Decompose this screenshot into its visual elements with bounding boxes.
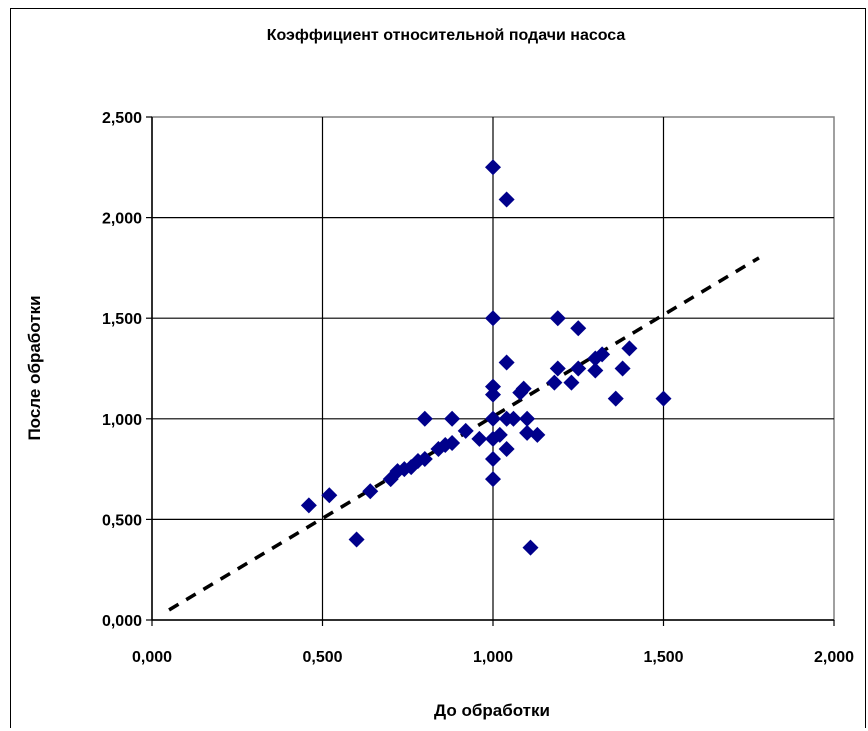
data-point [563,374,580,391]
x-axis-label: До обработки [434,701,550,720]
x-tick-label: 0,500 [302,649,342,666]
data-points [300,159,672,556]
data-point [549,310,566,327]
data-point [519,424,536,441]
data-point [570,320,587,337]
data-point [485,378,501,395]
data-point [498,440,515,457]
data-point [498,191,515,208]
data-point [485,410,501,427]
data-point [416,410,433,427]
data-point [457,422,474,439]
data-point [614,360,631,377]
y-tick-label: 0,500 [102,512,142,529]
data-point [348,531,365,548]
data-point [485,451,501,468]
data-point [549,360,566,377]
data-point [485,471,501,488]
tick-labels: 0,000 0,500 1,000 1,500 2,000 0,000 0,500 1,000… [102,110,854,666]
y-tick-label: 2,000 [102,211,142,228]
data-point [485,310,501,327]
data-point [471,430,488,447]
x-tick-label: 0,000 [132,649,172,666]
data-point [416,451,433,468]
data-point [519,410,536,427]
y-tick-label: 2,500 [102,110,142,127]
x-tick-label: 1,000 [473,649,513,666]
data-point [621,340,638,357]
data-point [498,354,515,371]
grid [146,116,835,626]
data-point [522,539,539,556]
data-point [491,426,508,443]
chart-frame [10,8,866,728]
data-point [607,390,624,407]
x-tick-label: 2,000 [814,649,854,666]
data-point [300,497,317,514]
y-axis-label: После обработки [25,295,44,440]
data-point [570,360,587,377]
data-point [485,159,501,176]
y-tick-label: 0,000 [102,613,142,630]
data-point [321,487,338,504]
y-tick-label: 1,000 [102,412,142,429]
data-point [529,426,546,443]
data-point [444,410,461,427]
data-point [655,390,672,407]
data-point [546,374,563,391]
data-point [515,380,532,397]
data-point [485,386,501,403]
data-point [362,483,379,500]
x-tick-label: 1,500 [643,649,683,666]
data-point [505,410,522,427]
data-point [594,346,611,363]
y-tick-label: 1,500 [102,311,142,328]
chart-title: Коэффициент относительной подачи насоса [267,27,626,44]
data-point [444,434,461,451]
data-point [587,362,604,379]
